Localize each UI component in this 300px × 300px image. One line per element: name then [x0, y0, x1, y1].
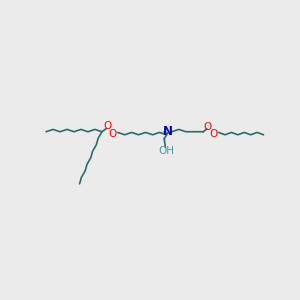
Text: O: O [109, 129, 117, 139]
Text: O: O [204, 122, 212, 132]
Text: N: N [163, 125, 173, 138]
Text: O: O [209, 129, 217, 139]
Text: O: O [103, 121, 111, 131]
Text: OH: OH [158, 146, 175, 156]
